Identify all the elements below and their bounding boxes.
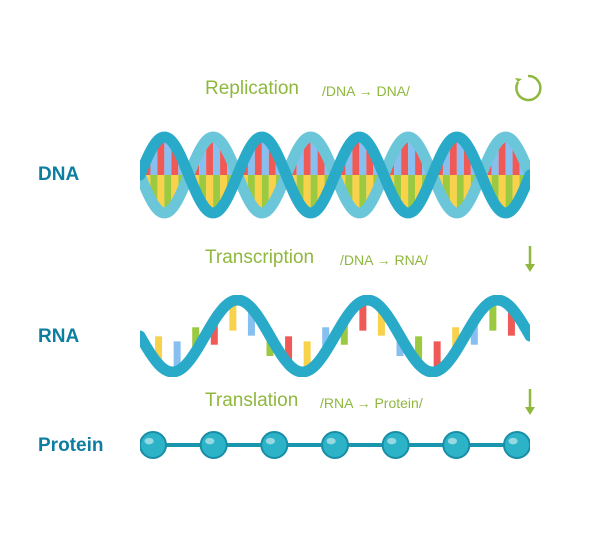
process-sub-replication: /DNA → DNA/ xyxy=(322,83,410,99)
cycle-icon xyxy=(512,72,544,104)
dna-molecule xyxy=(140,130,530,220)
row-label-dna: DNA xyxy=(38,164,79,186)
row-label-rna: RNA xyxy=(38,326,79,348)
process-title-transcription: Transcription xyxy=(205,247,314,269)
row-label-protein: Protein xyxy=(38,435,103,457)
rna-molecule xyxy=(140,295,530,377)
process-sub-translation: /RNA → Protein/ xyxy=(320,395,423,411)
process-title-translation: Translation xyxy=(205,390,298,412)
process-sub-transcription: /DNA → RNA/ xyxy=(340,252,428,268)
arrow-down-icon xyxy=(522,387,538,417)
process-title-replication: Replication xyxy=(205,78,299,100)
arrow-down-icon xyxy=(522,244,538,274)
protein-chain xyxy=(140,428,530,462)
